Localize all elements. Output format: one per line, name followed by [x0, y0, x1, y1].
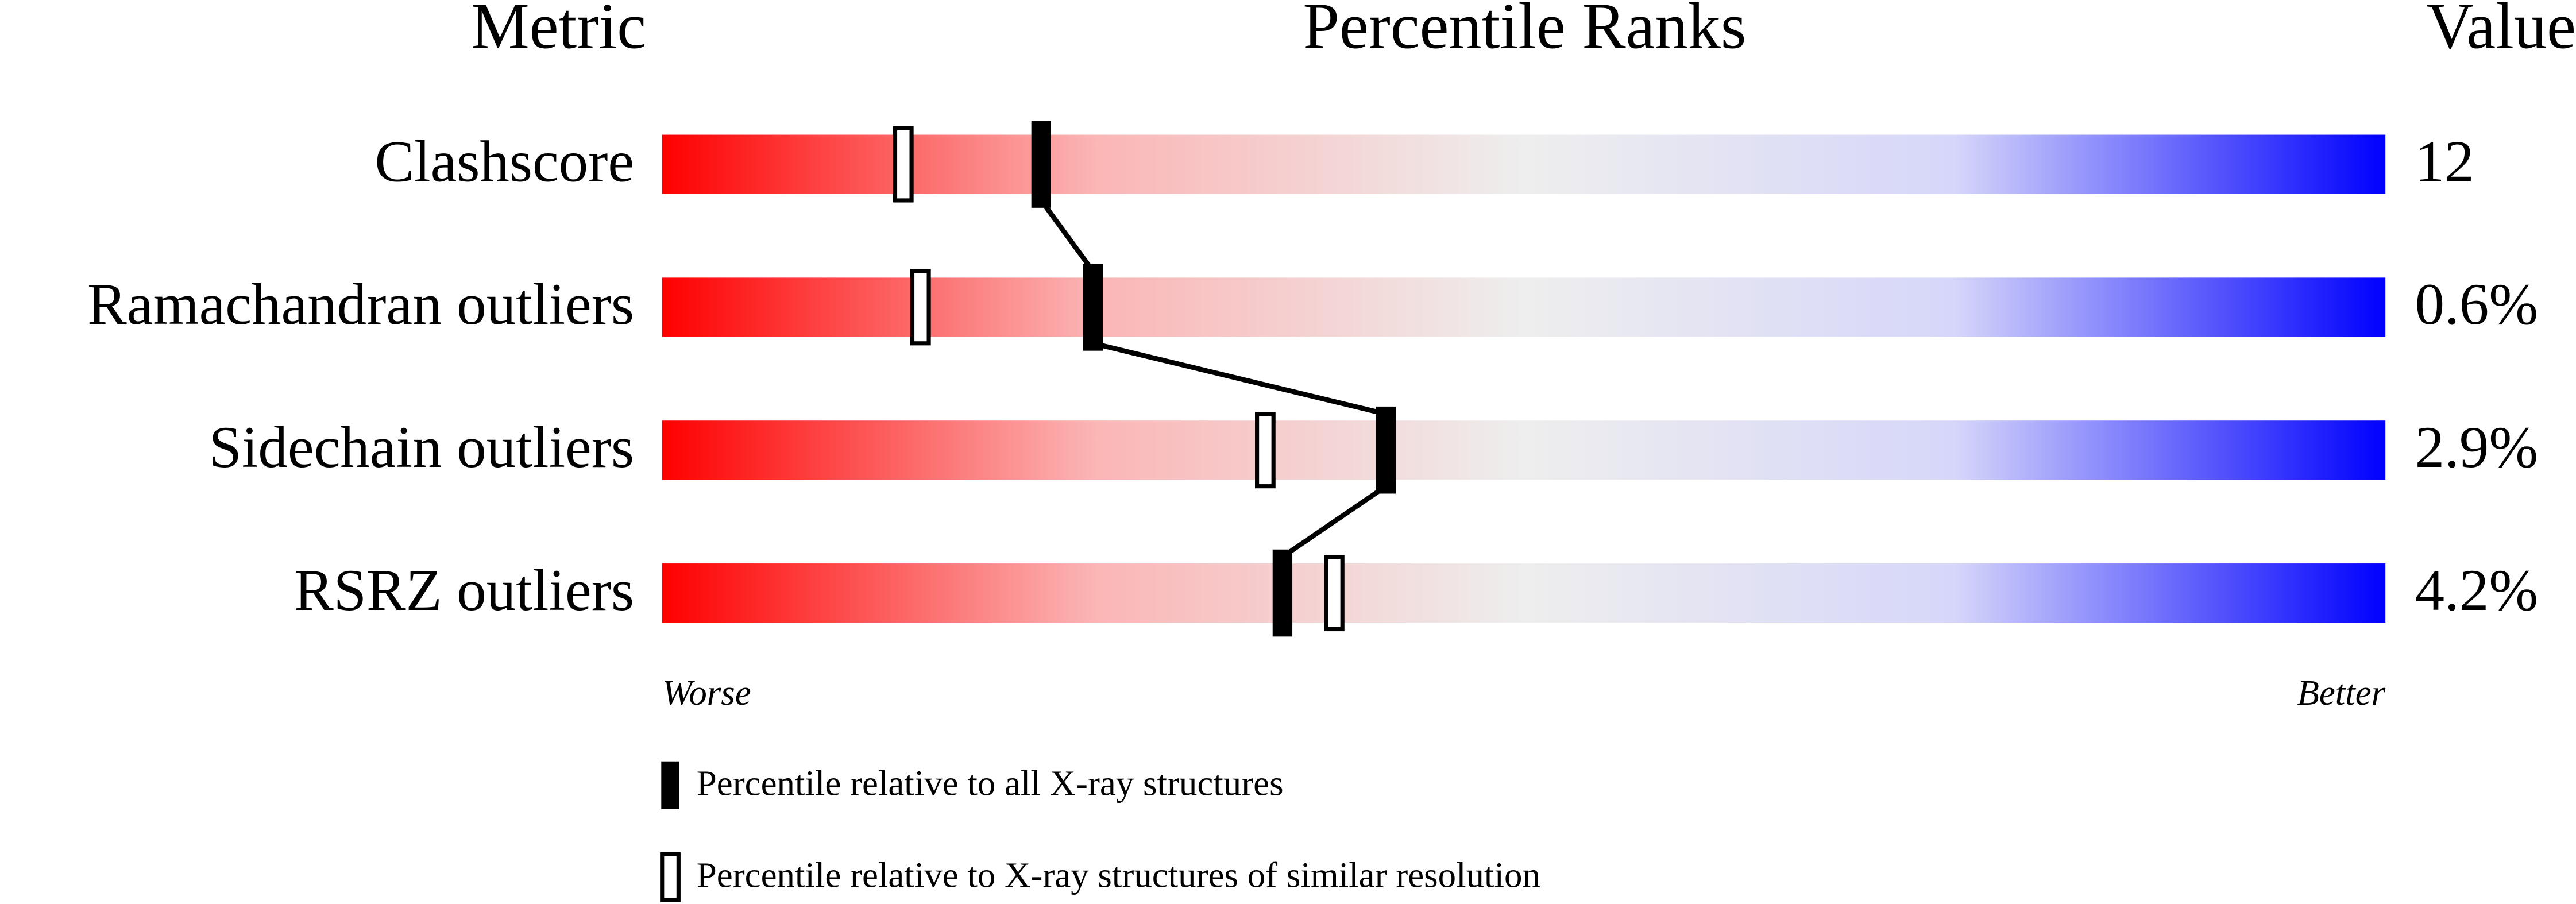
all-marker — [1376, 406, 1396, 494]
similar-marker — [893, 126, 914, 203]
metric-value: 12 — [2415, 129, 2474, 194]
connector-line — [1281, 484, 1388, 559]
gradient-bar — [662, 134, 2386, 194]
gradient-bar — [662, 420, 2386, 480]
metric-value: 0.6% — [2415, 272, 2538, 337]
metric-value: 4.2% — [2415, 558, 2538, 623]
all-marker — [1083, 264, 1103, 351]
legend-label: Percentile relative to X-ray structures … — [697, 855, 1540, 895]
ranks-header: Percentile Ranks — [1303, 0, 1746, 62]
metric-label: Clashscore — [374, 129, 634, 194]
all-marker — [1031, 121, 1051, 208]
all-marker — [1272, 549, 1293, 637]
gradient-bar — [662, 563, 2386, 623]
connector-line — [1039, 199, 1095, 273]
legend-swatch — [660, 852, 681, 902]
similar-marker — [1255, 412, 1276, 489]
metric-label: Ramachandran outliers — [87, 272, 634, 337]
legend-label: Percentile relative to all X-ray structu… — [697, 763, 1284, 803]
metric-value: 2.9% — [2415, 415, 2538, 480]
similar-marker — [1324, 555, 1345, 632]
metric-label: RSRZ outliers — [294, 558, 634, 623]
worse-label: Worse — [662, 673, 751, 713]
metric-label: Sidechain outliers — [209, 415, 635, 480]
better-label: Better — [2297, 673, 2385, 713]
connector-line — [1092, 341, 1387, 416]
similar-marker — [910, 269, 931, 346]
gradient-bar — [662, 277, 2386, 337]
value-header: Value — [2426, 0, 2576, 62]
legend-swatch — [661, 761, 679, 809]
metric-header: Metric — [471, 0, 646, 62]
